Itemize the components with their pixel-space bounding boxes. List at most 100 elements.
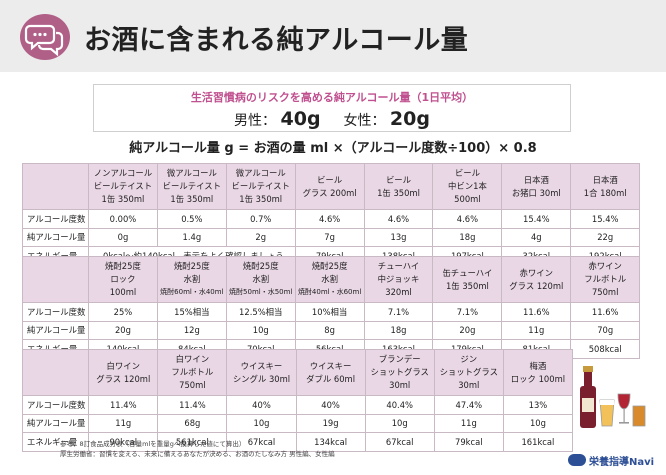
pure-value: 1.4g: [156, 227, 227, 247]
drink-header: 赤ワイン フルボトル 750ml: [570, 256, 641, 303]
drink-header: 日本酒 お猪口 30ml: [501, 163, 572, 210]
energy-value: 67kcal: [364, 432, 435, 452]
row-label: エネルギー量: [21, 432, 90, 452]
abv-value: 10%相当: [294, 302, 365, 322]
pure-value: 20g: [88, 320, 158, 340]
pure-value: 18g: [363, 320, 434, 340]
drink-header-line: ジン: [460, 354, 478, 364]
drink-header: 赤ワイン グラス 120ml: [501, 256, 572, 303]
drink-header-line: 焼酎50ml・水50ml: [229, 288, 293, 296]
abv-value: 4.6%: [294, 209, 365, 229]
drink-header-line: グラス 120ml: [96, 373, 151, 384]
drink-header: 白ワイングラス 120ml: [88, 349, 159, 396]
drink-header-line: ウイスキー: [309, 360, 352, 371]
drink-header: 白ワイン フルボトル 750ml: [157, 349, 228, 396]
references: 参考：8訂食品成分表（容量mlを重量gへ換算した値にて算出） 厚生労働省：習慣を…: [60, 439, 335, 459]
drinks-illustration: [578, 360, 648, 436]
drink-header-line: フルボトル: [584, 274, 627, 284]
abv-row: アルコール度数 11.4% 11.4% 40% 40% 40.4% 47.4% 13%: [21, 395, 574, 415]
row-label: アルコール度数: [21, 395, 90, 415]
drink-header-line: 中ビン1本: [447, 181, 487, 191]
abv-value: 7.1%: [363, 302, 434, 322]
drink-header-line: 750ml: [179, 380, 206, 390]
corner-cell: [22, 163, 89, 210]
abv-value: 11.6%: [501, 302, 572, 322]
energy-value: 508kcal: [570, 339, 641, 359]
drink-header-line: 1合 180ml: [583, 187, 627, 198]
drink-header-line: 500ml: [454, 194, 481, 204]
drink-header-line: 30ml: [458, 380, 480, 390]
drink-header: ジンショットグラス 30ml: [433, 349, 504, 396]
pure-value: 68g: [157, 413, 228, 433]
pure-value: 11g: [501, 320, 572, 340]
drink-header-line: 30ml: [389, 380, 411, 390]
drink-header-line: 焼酎60ml・水40ml: [160, 288, 224, 296]
abv-value: 40%: [295, 395, 366, 415]
pure-value: 12g: [156, 320, 227, 340]
pure-value: 7g: [294, 227, 365, 247]
drink-header-line: 水割: [252, 274, 270, 284]
abv-value: 11.6%: [570, 302, 641, 322]
pure-value: 10g: [225, 320, 296, 340]
header-row: ノンアルコール ビールテイスト 1缶 350ml 微アルコール ビールテイスト 1缶 35…: [22, 163, 641, 210]
pure-value: 11g: [433, 413, 504, 433]
drink-header: 缶チューハイ 1缶 350ml: [432, 256, 503, 303]
corner-cell: [21, 349, 90, 396]
drink-header-line: ブランデー: [378, 354, 421, 364]
drink-header-line: ビールテイスト: [231, 181, 290, 191]
drink-header-line: ダブル 60ml: [306, 373, 356, 384]
pure-value: 2g: [225, 227, 296, 247]
pure-value: 10g: [364, 413, 435, 433]
drink-header-line: フルボトル: [171, 367, 214, 377]
pure-value: 20g: [432, 320, 503, 340]
formula: 純アルコール量 g = お酒の量 ml ×（アルコール度数÷100）× 0.8: [129, 141, 537, 156]
drink-header-line: ビール: [317, 174, 343, 185]
risk-subtitle: 生活習慣病のリスクを高める純アルコール量（1日平均）: [190, 91, 474, 104]
drink-header-line: 日本酒: [523, 174, 549, 185]
drink-header-line: 1缶 350ml: [239, 194, 283, 204]
abv-value: 13%: [502, 395, 574, 415]
pure-value: 10g: [226, 413, 297, 433]
drink-header-line: 1缶 350ml: [101, 194, 145, 204]
abv-value: 4.6%: [363, 209, 434, 229]
abv-value: 0.7%: [225, 209, 296, 229]
drink-header-line: 320ml: [385, 287, 412, 297]
risk-threshold-box: 生活習慣病のリスクを高める純アルコール量（1日平均） 男性： 40g 女性： 2…: [93, 84, 571, 132]
drink-header-line: シングル 30ml: [232, 373, 291, 384]
drink-header-line: 1缶 350ml: [170, 194, 214, 204]
drink-header: ノンアルコール ビールテイスト 1缶 350ml: [88, 163, 158, 210]
abv-value: 11.4%: [157, 395, 228, 415]
page-title: お酒に含まれる純アルコール量: [84, 25, 469, 56]
pure-value: 0g: [88, 227, 158, 247]
drink-header-line: ショットグラス: [439, 367, 499, 377]
abv-value: 47.4%: [433, 395, 504, 415]
pure-value: 19g: [295, 413, 366, 433]
abv-value: 0.5%: [156, 209, 227, 229]
abv-value: 25%: [88, 302, 158, 322]
header-row: 白ワイン グラス 120ml 白ワイン フルボトル 750ml ウイスキー シングル 30m…: [21, 349, 574, 396]
drink-header-line: ノンアルコール: [93, 168, 153, 178]
risk-values: 男性： 40g 女性： 20g: [94, 108, 570, 130]
drink-header-line: 微アルコール: [235, 168, 286, 178]
drink-header-line: ロック 100ml: [510, 373, 566, 384]
drink-header-line: 焼酎25度: [242, 261, 279, 271]
brand-logo: 栄養指導Navi: [568, 453, 655, 468]
speech-bubbles-icon: [20, 14, 70, 60]
drink-header-line: 梅酒: [529, 360, 547, 371]
drink-header-line: チューハイ: [377, 261, 420, 271]
abv-value: 15.4%: [501, 209, 572, 229]
logo-text: 栄養指導Navi: [589, 456, 655, 468]
drink-header-line: 100ml: [109, 287, 137, 297]
drink-header-line: グラス 120ml: [509, 280, 564, 291]
drink-header-line: ロック: [110, 274, 136, 284]
drink-header: ウイスキー シングル 30ml: [226, 349, 297, 396]
pure-row: 純アルコール量 11g 68g 10g 19g 10g 11g 10g: [21, 413, 574, 433]
drink-header-line: 白ワイン: [106, 360, 141, 371]
drink-header-line: 1缶 350ml: [445, 280, 489, 291]
drink-header-line: ビール: [385, 174, 412, 185]
pure-value: 13g: [363, 227, 434, 247]
drink-header: 焼酎25度 水割 焼酎40ml・水60ml: [294, 256, 365, 303]
abv-value: 40%: [226, 395, 297, 415]
alcohol-table-1: ノンアルコール ビールテイスト 1缶 350ml 微アルコール ビールテイスト 1缶 35…: [22, 163, 641, 266]
drink-header-line: 750ml: [591, 287, 619, 297]
